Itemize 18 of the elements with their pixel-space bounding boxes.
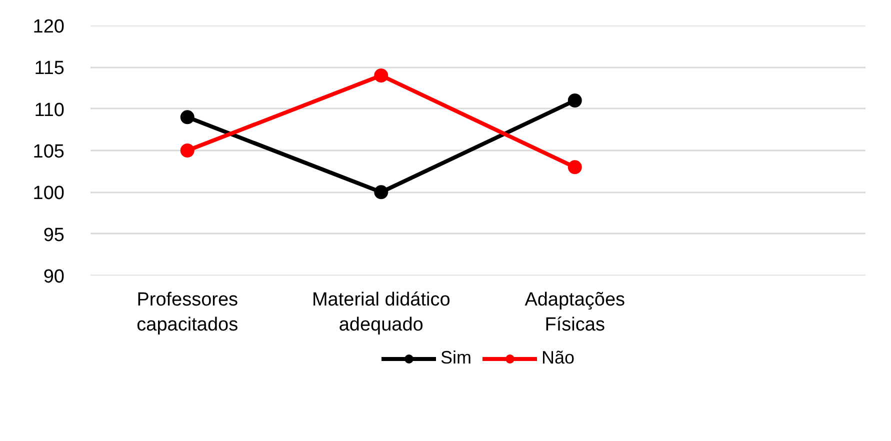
x-tick-label: Material didático adequado — [312, 290, 450, 336]
legend-label: Não — [541, 348, 575, 368]
point — [568, 94, 582, 108]
y-tick-label: 110 — [34, 100, 65, 121]
point — [180, 110, 194, 124]
y-tick-label: 105 — [32, 142, 64, 162]
y-tick-label: 90 — [43, 266, 65, 288]
y-tick-label: 120 — [32, 16, 64, 38]
y-tick-label: 95 — [43, 224, 65, 246]
point — [568, 160, 582, 174]
legend-label: Sim — [440, 348, 472, 368]
point — [180, 144, 194, 158]
point — [374, 68, 388, 82]
x-tick-label: Professores capacitados — [136, 290, 238, 336]
y-tick-label: 115 — [34, 58, 65, 80]
x-tick-label: Adaptações Físicas — [524, 290, 626, 336]
y-tick-label: 100 — [32, 183, 64, 204]
point — [374, 185, 388, 200]
